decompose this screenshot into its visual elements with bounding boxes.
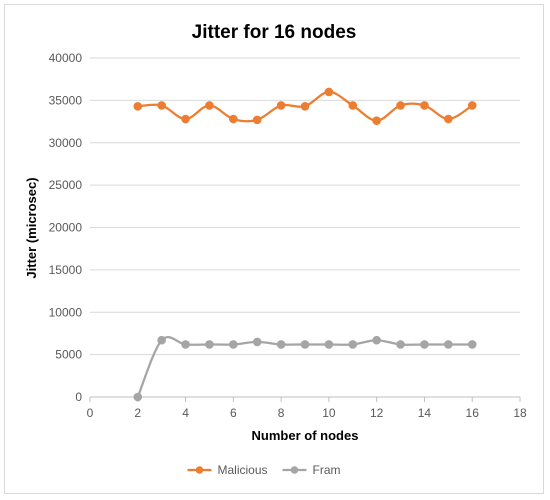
series-fram [133,335,477,402]
legend-swatch-marker [290,466,299,474]
data-point [420,340,429,349]
data-point [348,101,358,110]
data-point [467,340,477,349]
y-tick-label: 10000 [49,305,83,319]
data-point [396,340,405,349]
data-point [205,340,214,349]
data-point [181,114,190,124]
data-point [133,102,143,111]
y-tick-label: 0 [75,390,82,404]
data-point [252,115,262,125]
data-point [205,101,214,110]
data-point [252,337,262,347]
data-point [348,340,358,349]
y-axis-title: Jitter (microsec) [24,177,39,278]
y-tick-label: 5000 [55,348,82,362]
series-malicious [133,87,477,126]
data-point [300,340,310,349]
data-point [229,114,238,124]
data-point [157,101,166,110]
legend-label: Fram [313,463,341,477]
data-point [467,101,477,110]
x-tick-label: 4 [182,406,189,420]
y-tick-label: 30000 [49,136,83,150]
chart-title: Jitter for 16 nodes [192,22,357,43]
legend-item: Malicious [187,463,268,477]
y-tick-label: 20000 [49,221,83,235]
data-point [372,335,381,345]
data-point [276,101,286,110]
x-tick-label: 2 [134,406,141,420]
x-tick-label: 10 [322,406,336,420]
x-tick-label: 12 [370,406,384,420]
data-point [276,340,286,349]
data-point [420,101,429,110]
data-point [229,340,238,349]
legend-swatch-marker [195,466,204,474]
series-layer [133,87,477,402]
y-tick-label: 40000 [49,51,83,65]
data-point [444,114,453,124]
data-point [300,102,310,111]
legend-item: Fram [282,463,341,477]
legend-label: Malicious [218,463,268,477]
x-tick-label: 8 [278,406,285,420]
data-point [444,340,453,349]
x-tick-label: 16 [466,406,480,420]
x-tick-label: 14 [418,406,432,420]
y-tick-label: 35000 [49,93,83,107]
data-point [157,335,166,345]
x-tick-label: 0 [87,406,94,420]
data-point [396,101,405,110]
data-point [181,340,190,349]
chart-area [4,4,544,494]
x-tick-label: 6 [230,406,237,420]
data-point [324,340,334,349]
axes: 0 5000 10000 15000 20000 25000 30000 35000 40000… [49,51,527,420]
x-axis-title: Number of nodes [252,428,359,443]
data-point [133,392,143,402]
y-tick-label: 15000 [49,263,83,277]
x-tick-label: 18 [513,406,527,420]
y-tick-label: 25000 [49,178,83,192]
legend: Malicious Fram [187,463,341,477]
data-point [372,116,381,126]
data-point [324,87,334,97]
